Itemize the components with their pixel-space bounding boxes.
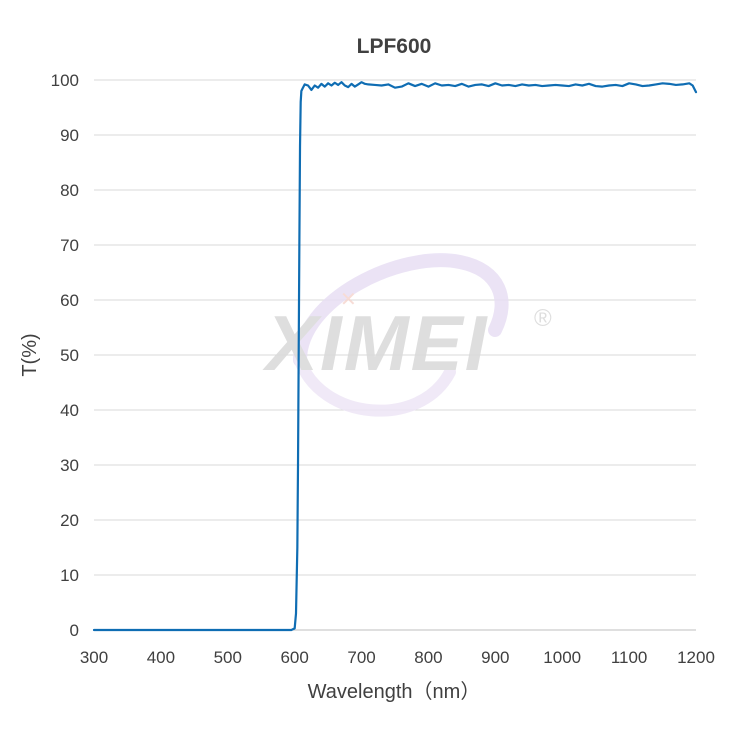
y-tick-label: 40 (60, 401, 79, 420)
y-tick-label: 50 (60, 346, 79, 365)
chart-title: LPF600 (357, 35, 432, 58)
y-tick-label: 30 (60, 456, 79, 475)
y-axis-title: T(%) (19, 333, 41, 376)
watermark: ✕ XIMEI ® (262, 253, 552, 417)
watermark-swoosh-lower (294, 354, 456, 417)
x-tick-label: 600 (280, 648, 308, 667)
y-tick-label: 10 (60, 566, 79, 585)
x-tick-label: 1200 (677, 648, 715, 667)
x-tick-label: 300 (80, 648, 108, 667)
y-tick-label: 80 (60, 181, 79, 200)
x-tick-label: 1100 (611, 648, 648, 667)
y-tick-label: 70 (60, 236, 79, 255)
axes: 0 10 20 30 40 50 60 70 80 90 100 300 400 500 600 700 800… (51, 71, 715, 667)
series-layer (92, 81, 698, 632)
x-axis-title: Wavelength（nm） (308, 680, 481, 703)
y-tick-label: 0 (70, 621, 79, 640)
x-tick-label: 500 (214, 648, 242, 667)
watermark-swoosh (293, 253, 509, 367)
x-tick-label: 700 (347, 648, 375, 667)
x-tick-label: 900 (481, 648, 509, 667)
y-tick-label: 20 (60, 511, 79, 530)
y-tick-label: 60 (60, 291, 79, 310)
series-line (92, 81, 698, 632)
x-tick-label: 400 (147, 648, 175, 667)
x-tick-label: 1000 (543, 648, 581, 667)
watermark-text: XIMEI (262, 299, 488, 387)
y-tick-label: 90 (60, 126, 79, 145)
grid (94, 79, 696, 576)
watermark-registered-mark: ® (534, 305, 552, 332)
y-tick-label: 100 (51, 71, 79, 90)
watermark-star-icon: ✕ (340, 289, 357, 311)
x-tick-label: 800 (414, 648, 442, 667)
